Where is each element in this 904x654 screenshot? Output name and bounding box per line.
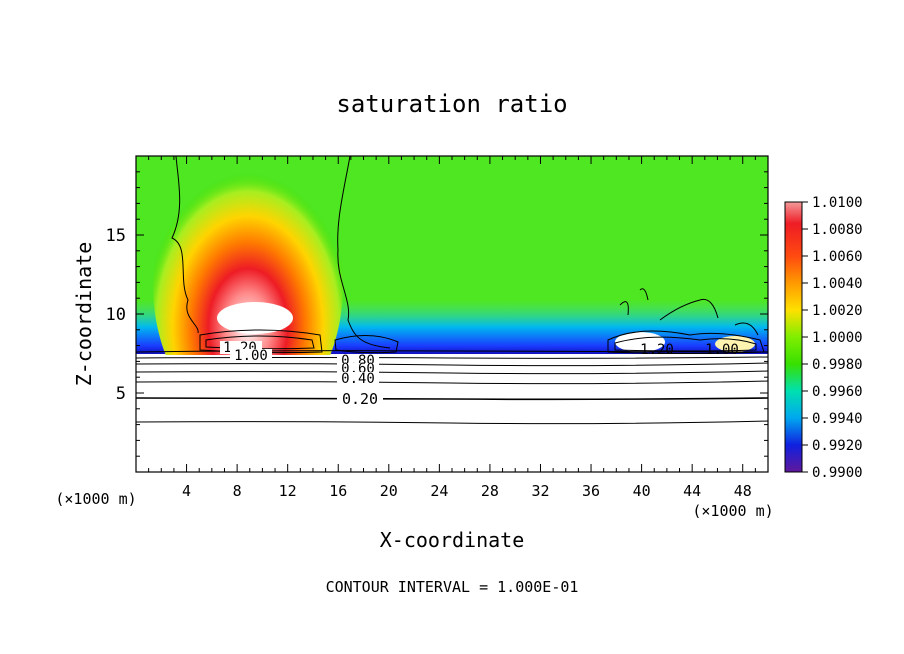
x-axis-unit-right: (×1000 m) [692, 502, 773, 520]
y-tick-label: 5 [116, 384, 126, 404]
x-tick-label: 44 [683, 482, 701, 500]
colorbar-fill [784, 201, 803, 473]
colorbar-tick-label: 0.9980 [812, 357, 863, 373]
contour-cloud-right-inner [614, 336, 757, 352]
contour-cloud-right [607, 330, 765, 354]
x-tick-label: 16 [329, 482, 347, 500]
x-tick-label: 40 [633, 482, 651, 500]
y-tick-label: 10 [106, 305, 126, 325]
chart-title: saturation ratio [336, 90, 567, 118]
contour-label-bg-020 [337, 392, 383, 405]
colorbar-tick-label: 1.0060 [812, 249, 863, 265]
contour-label-bg-060 [337, 363, 379, 374]
x-tick-label: 24 [430, 482, 448, 500]
colorbar-tick-label: 0.9920 [812, 438, 863, 454]
contour-label-120-right: 1.20 [640, 342, 674, 358]
contour-line-0.30 [136, 380, 768, 385]
x-tick-label: 36 [582, 482, 600, 500]
y-axis-ticks: 5 10 15 [106, 171, 768, 457]
x-axis-unit-left: (×1000 m) [55, 490, 136, 508]
plume-core [217, 302, 293, 334]
colorbar-tick-label: 1.0040 [812, 276, 863, 292]
colorbar-tick-label: 0.9940 [812, 411, 863, 427]
contour-label-bg-040 [337, 372, 379, 384]
x-axis-ticks: 4 8 12 16 20 24 28 32 36 40 44 48 [148, 156, 756, 500]
contour-interval-note: CONTOUR INTERVAL = 1.000E-01 [326, 578, 579, 596]
x-tick-label: 28 [481, 482, 499, 500]
contour-cloud-mid [334, 334, 399, 354]
x-tick-label: 32 [531, 482, 549, 500]
contour-line-0.40 [136, 370, 768, 375]
y-tick-label: 15 [106, 226, 126, 246]
plot-area: 1.20 1.00 0.80 0.60 0.40 0.20 1.20 1.00 [136, 156, 768, 472]
colorbar-ticks: 1.0100 1.0080 1.0060 1.0040 1.0020 1.0000 0.99… [802, 195, 863, 481]
colorbar: 1.0100 1.0080 1.0060 1.0040 1.0020 1.0000 0.99… [784, 195, 863, 481]
contour-label-100-left: 1.00 [234, 348, 268, 364]
colorbar-tick-label: 0.9960 [812, 384, 863, 400]
contour-line-upper-left [171, 156, 199, 334]
colorbar-tick-label: 1.0000 [812, 330, 863, 346]
x-tick-label: 12 [279, 482, 297, 500]
colorbar-tick-label: 1.0100 [812, 195, 863, 211]
x-tick-label: 20 [380, 482, 398, 500]
contour-label-040: 0.40 [341, 371, 375, 387]
contour-label-bg-100-left [230, 349, 272, 360]
colorbar-tick-label: 0.9900 [812, 465, 863, 481]
cloud-far-right-core [715, 336, 755, 352]
y-axis-label: Z-coordinate [72, 242, 96, 387]
contour-line-0.10 [136, 420, 768, 425]
colorbar-tick-label: 1.0020 [812, 303, 863, 319]
x-tick-label: 4 [182, 482, 191, 500]
contour-line-0.60 [136, 362, 768, 367]
contour-label-020: 0.20 [342, 390, 378, 408]
contour-line-upper-mid [337, 156, 391, 349]
contour-speckles-right [619, 288, 759, 336]
x-axis-label: X-coordinate [380, 528, 525, 552]
lower-region [136, 355, 768, 472]
x-tick-label: 48 [734, 482, 752, 500]
contour-line-0.20 [136, 397, 768, 401]
x-tick-label: 8 [233, 482, 242, 500]
colorbar-tick-label: 1.0080 [812, 222, 863, 238]
contour-label-100-right: 1.00 [705, 342, 739, 358]
